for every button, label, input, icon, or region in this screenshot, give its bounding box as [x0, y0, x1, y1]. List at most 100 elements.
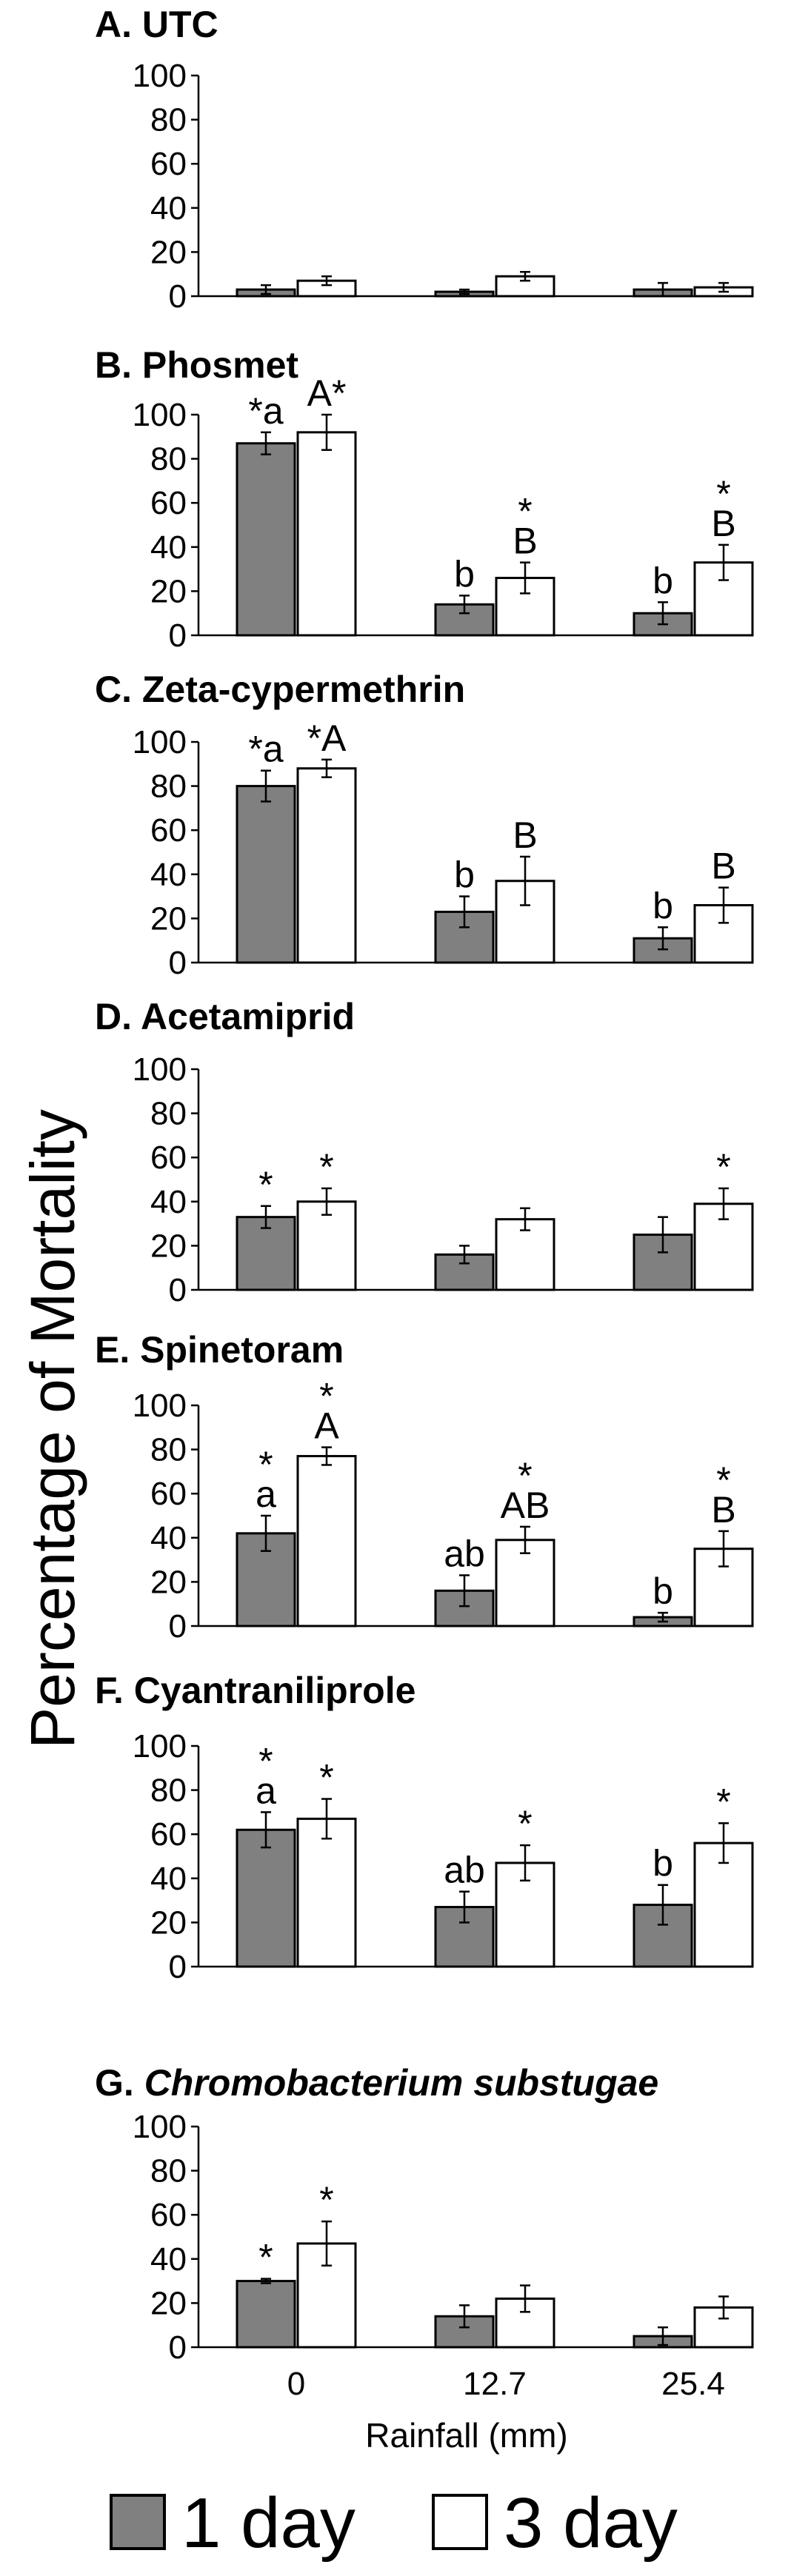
significance-label: *: [258, 2237, 273, 2278]
bar-1day: [236, 2280, 296, 2349]
y-tick-label: 40: [150, 1184, 187, 1220]
panel-title: B. Phosmet: [95, 344, 298, 386]
significance-label: ab: [444, 1850, 485, 1891]
y-tick-label: 40: [150, 529, 187, 566]
significance-label: A: [314, 1405, 339, 1447]
y-tick-label: 80: [150, 1773, 187, 1809]
significance-label: *: [319, 1146, 333, 1188]
significance-label: *: [258, 1164, 273, 1205]
panel-title-italic: Chromobacterium substugae: [144, 2062, 659, 2104]
y-tick-label: 60: [150, 146, 187, 182]
y-tick-label: 60: [150, 1140, 187, 1176]
y-tick-label: 0: [169, 1272, 187, 1308]
y-tick-label: 20: [150, 1228, 187, 1264]
significance-label: b: [653, 1843, 673, 1884]
significance-label: b: [653, 1570, 673, 1612]
significance-label: *: [518, 1803, 532, 1844]
y-tick-label: 40: [150, 1861, 187, 1897]
bar-3day: [296, 1200, 357, 1291]
legend-swatch: [432, 2494, 488, 2550]
y-tick-label: 100: [133, 1051, 187, 1088]
chart-panels: A. UTC 0 20 40 60 80 100 B. Phosmet 0 20 40 60 80 100…: [95, 4, 754, 2402]
legend: 1 day 3 day: [110, 2483, 678, 2563]
y-tick-label: 20: [150, 900, 187, 937]
significance-label: B: [711, 846, 735, 887]
y-tick-label: 60: [150, 1816, 187, 1853]
significance-label: b: [454, 854, 475, 896]
x-tick-label: 12.7: [463, 2366, 527, 2402]
panel-title: G. Chromobacterium substugae: [95, 2062, 658, 2104]
y-tick-label: 0: [169, 278, 187, 315]
y-tick-label: 20: [150, 1904, 187, 1941]
significance-label: *a: [248, 729, 283, 770]
significance-label: B: [711, 1489, 735, 1530]
x-axis-label: Rainfall (mm): [365, 2416, 567, 2455]
y-tick-label: 60: [150, 2197, 187, 2233]
bar-3day: [296, 431, 357, 637]
bar-3day: [495, 1539, 555, 1627]
significance-label: *: [258, 1740, 273, 1782]
bar-3day: [296, 1817, 357, 1968]
y-tick-label: 20: [150, 2285, 187, 2321]
chart-panel: A. UTC 0 20 40 60 80 100: [95, 4, 754, 315]
legend-label: 3 day: [504, 2483, 678, 2563]
significance-label: b: [653, 560, 673, 601]
significance-label: ab: [444, 1533, 485, 1574]
significance-label: *: [518, 1455, 532, 1496]
significance-label: b: [454, 553, 475, 595]
y-tick-label: 0: [169, 618, 187, 654]
y-axis-label: Percentage of Mortality: [18, 1109, 87, 1749]
y-tick-label: 60: [150, 1476, 187, 1512]
y-tick-label: 80: [150, 441, 187, 478]
significance-label: *A: [307, 717, 347, 759]
y-tick-label: 20: [150, 1564, 187, 1600]
significance-label: a: [256, 1473, 276, 1515]
y-tick-label: 40: [150, 2241, 187, 2278]
significance-label: AB: [501, 1485, 550, 1526]
y-tick-label: 80: [150, 769, 187, 805]
significance-label: *a: [248, 390, 283, 432]
significance-label: *: [518, 491, 532, 532]
y-tick-label: 80: [150, 1096, 187, 1132]
y-tick-label: 80: [150, 2153, 187, 2189]
panel-title: F. Cyantraniliprole: [95, 1670, 415, 1711]
panel-title: E. Spinetoram: [95, 1329, 344, 1371]
bar-1day: [236, 442, 296, 637]
significance-label: B: [513, 521, 537, 562]
bar-3day: [495, 1861, 555, 1968]
significance-label: *: [319, 1376, 333, 1417]
significance-label: *: [716, 1459, 730, 1501]
y-tick-label: 0: [169, 2329, 187, 2366]
panel-title: A. UTC: [95, 4, 218, 45]
y-tick-label: 0: [169, 1949, 187, 1985]
y-tick-label: 20: [150, 234, 187, 270]
x-tick-label: 25.4: [661, 2366, 725, 2402]
y-tick-label: 60: [150, 812, 187, 849]
y-tick-label: 40: [150, 1520, 187, 1556]
significance-label: *: [716, 1781, 730, 1822]
y-tick-label: 60: [150, 485, 187, 521]
bar-1day: [236, 1828, 296, 1968]
panel-title-prefix: G.: [95, 2062, 144, 2104]
significance-label: B: [513, 814, 537, 856]
legend-swatch: [110, 2494, 166, 2550]
significance-label: *: [716, 1146, 730, 1188]
y-tick-label: 100: [133, 724, 187, 760]
panel-title: C. Zeta-cypermethrin: [95, 669, 465, 710]
bar-3day: [296, 1455, 357, 1627]
y-tick-label: 0: [169, 1608, 187, 1645]
y-tick-label: 80: [150, 102, 187, 138]
y-tick-label: 100: [133, 1388, 187, 1424]
significance-label: *: [319, 1757, 333, 1799]
y-tick-label: 20: [150, 573, 187, 609]
chart-panel: D. Acetamiprid 0 20 40 60 80 100 * * *: [95, 996, 754, 1308]
significance-label: *: [716, 473, 730, 515]
y-tick-label: 100: [133, 397, 187, 433]
significance-label: b: [653, 885, 673, 926]
significance-label: A*: [307, 372, 347, 414]
chart-panel: G. Chromobacterium substugae 0 20 40 60 80 100…: [95, 2062, 754, 2402]
